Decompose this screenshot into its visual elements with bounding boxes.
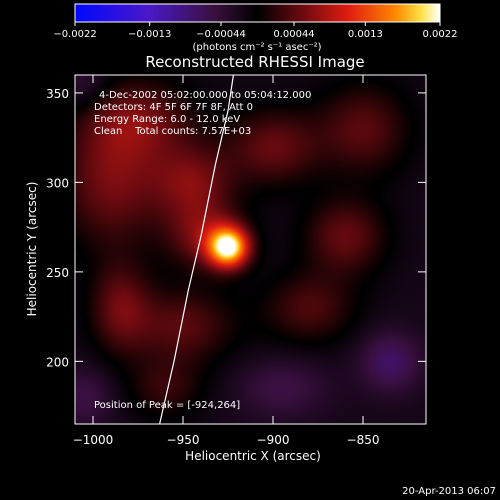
solar-limb-line (159, 75, 234, 424)
plot-frame (74, 74, 427, 425)
x-tick-label: −1000 (73, 433, 114, 447)
chart-title: Reconstructed RHESSI Image (145, 53, 364, 71)
axis-ticks: −1000 −950 −900 −850 200 250 300 350 (46, 75, 426, 447)
y-tick-label: 350 (46, 87, 69, 101)
colorbar-ticks: −0.0022 −0.0013 −0.00044 0.00044 0.0013 0.002… (53, 22, 458, 40)
colorbar-tick-label: −0.00044 (196, 29, 246, 40)
x-tick-label: −900 (257, 433, 290, 447)
annotation-detectors: Detectors: 4F 5F 6F 7F 8F, Att 0 (94, 102, 253, 113)
annotation-clean: Clean Total counts: 7.57E+03 (94, 126, 251, 137)
y-tick-label: 250 (46, 266, 69, 280)
footer-timestamp: 20-Apr-2013 06:07 (402, 486, 496, 497)
y-tick-label: 200 (46, 355, 69, 369)
x-axis-label: Heliocentric X (arcsec) (185, 449, 321, 463)
colorbar-tick-label: 0.0022 (423, 29, 458, 40)
colorbar-tick-label: −0.0013 (128, 29, 171, 40)
x-tick-label: −950 (167, 433, 200, 447)
annotation-peak: Position of Peak = [-924,264] (94, 400, 240, 411)
colorbar-tick-label: 0.00044 (273, 29, 314, 40)
colorbar-unit-label: (photons cm⁻² s⁻¹ asec⁻²) (192, 42, 321, 53)
y-axis-label: Heliocentric Y (arcsec) (25, 182, 39, 317)
x-tick-label: −850 (347, 433, 380, 447)
heatmap-image (75, 75, 426, 424)
colorbar-tick-label: 0.0013 (348, 29, 383, 40)
annotation-energy: Energy Range: 6.0 - 12.0 keV (94, 114, 240, 125)
y-tick-label: 300 (46, 176, 69, 190)
annotation-time-range: 4-Dec-2002 05:02:00.000 to 05:04:12.000 (99, 90, 311, 101)
colorbar-tick-label: −0.0022 (53, 29, 96, 40)
colorbar (74, 3, 441, 23)
